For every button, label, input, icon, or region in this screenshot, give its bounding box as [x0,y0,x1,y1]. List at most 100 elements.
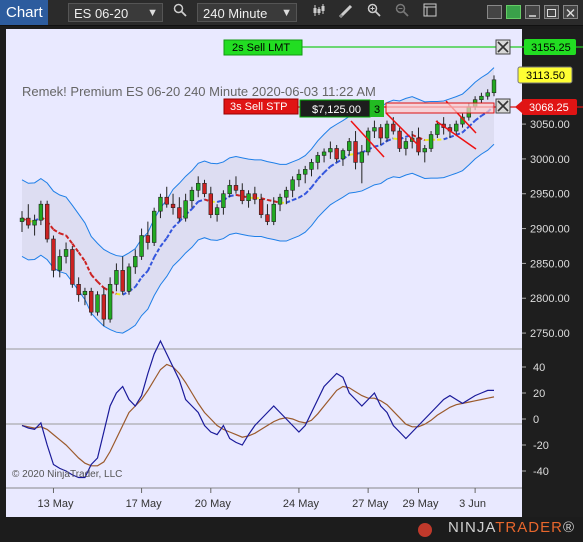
candle-body [303,169,308,175]
trend-midline-segment [90,274,99,283]
candle-body [145,235,151,243]
minimize-icon[interactable] [525,5,540,19]
trend-midline-segment [235,193,243,198]
candle-body [63,249,69,257]
zoom-out-icon[interactable] [392,3,412,22]
candle-body [114,270,119,285]
trend-midline-segment [71,243,80,253]
window-link-icon[interactable] [487,5,502,19]
candle-body [189,189,195,202]
oscillator-axis-label: -20 [533,440,549,452]
brand-prefix: NINJA [448,519,496,536]
date-label: 29 May [402,498,439,510]
candle-body [26,217,31,226]
candle-body [491,79,497,94]
candle-body [435,123,440,135]
date-label: 13 May [37,498,74,510]
trend-midline-segment [380,140,388,147]
candle-body [397,130,402,149]
candle-body [196,182,201,191]
position-qty-box [370,100,384,117]
draw-icon[interactable] [336,3,356,22]
trend-midline-segment [116,292,123,296]
trend-midline-segment [260,197,268,201]
toolbar: Chart ES 06-20 ▼ 240 Minute ▼ [0,0,583,26]
candle-body [309,162,314,170]
price-axis-label: 2950.00 [530,189,570,201]
candle-body [353,141,358,163]
channel-line [435,120,477,150]
trend-midline-segment [204,198,212,203]
candle-body [214,207,220,215]
brand-suffix: TRADER [495,519,563,536]
zoom-in-icon[interactable] [364,3,384,22]
close-icon [497,100,509,112]
candle-body [252,193,258,200]
oscillator-axis-label: 0 [533,414,539,426]
sell-limit-price: 3155.25 [531,42,571,54]
trend-midline-segment [292,196,300,202]
trend-midline-segment [411,134,419,139]
chart-tab[interactable]: Chart [0,0,48,25]
trend-midline-segment [103,286,111,293]
candle-body [240,189,245,202]
candle-body [177,207,182,219]
candle-body [133,256,138,268]
trend-midline-segment [336,158,344,164]
instrument-selector[interactable]: ES 06-20 ▼ [68,3,163,22]
sell-stop-order-tag[interactable] [223,98,299,115]
candle-body [277,196,283,205]
close-icon[interactable] [563,5,578,19]
trend-midline-segment [153,245,162,258]
candle-body [202,182,207,195]
channel-line [350,120,385,158]
candle-body [347,141,352,151]
trend-midline-segment [122,290,130,296]
interval-selector[interactable]: 240 Minute ▼ [197,3,297,22]
candle-body [151,210,157,243]
candle-body [95,294,100,313]
trend-midline-segment [374,144,381,148]
trend-midline-segment [349,152,356,156]
price-chart[interactable]: 3050.00 3000.00 2950.00 2900.00 2850.00 2800.… [6,29,583,517]
candle-body [428,134,434,149]
trend-midline-segment [229,193,237,198]
candle-body [454,123,459,132]
oscillator-axis-label: 40 [533,362,545,374]
candle-body [284,189,289,198]
bar-type-icon[interactable] [310,3,330,22]
search-icon[interactable] [170,3,190,22]
trend-midline-segment [449,134,457,139]
chart-panel[interactable]: 3050.00 3000.00 2950.00 2900.00 2850.00 2800.… [6,29,583,517]
candle-body [334,148,339,160]
instrument-link-icon[interactable] [506,5,521,19]
sell-limit-label: 2s Sell LMT [232,42,290,54]
candle-body [208,193,213,215]
date-label: 24 May [283,498,320,510]
candle-body [221,193,226,208]
chevron-down-icon: ▼ [147,7,158,19]
date-label: 17 May [126,498,163,510]
maximize-icon[interactable] [544,5,559,19]
date-label: 3 Jun [459,498,486,510]
candle-body [416,137,421,153]
status-bar [0,517,583,542]
chevron-down-icon: ▼ [281,7,292,19]
price-axis-label: 3050.00 [530,119,570,131]
candle-body [372,127,377,132]
oscillator-axis-label: -40 [533,466,549,478]
trend-midline-segment [455,131,463,136]
candle-body [32,219,37,226]
envelope-bands [21,67,495,334]
trend-midline-segment [386,137,394,142]
upper-band-line [21,67,495,257]
interval-label: 240 Minute [203,6,268,21]
candle-body [183,200,188,219]
trend-midline-segment [77,251,86,262]
price-axis-label: 2800.00 [530,293,570,305]
properties-icon[interactable] [420,3,440,22]
sell-limit-order-tag[interactable] [223,39,303,56]
lower-band-line [21,143,495,334]
trend-midline-segment [273,200,281,204]
brand-wordmark: NINJATRADER® [448,519,575,536]
